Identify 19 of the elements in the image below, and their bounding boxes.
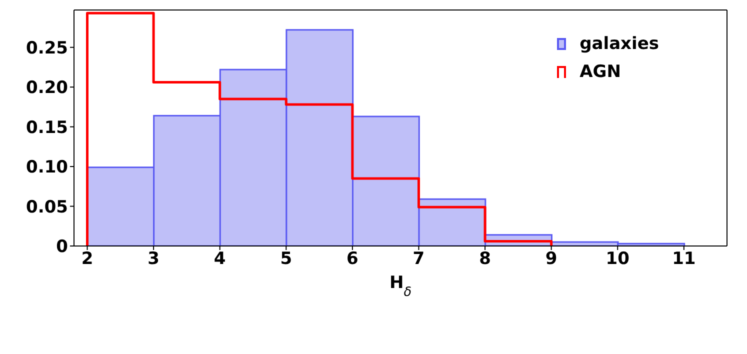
x-tick-label: 9 bbox=[545, 249, 558, 270]
x-tick-label: 11 bbox=[672, 249, 696, 270]
y-tick-label: 0.15 bbox=[26, 118, 68, 138]
x-tick-label: 6 bbox=[346, 249, 358, 270]
legend-label: AGN bbox=[580, 62, 621, 82]
x-tick-label: 10 bbox=[606, 249, 630, 270]
y-tick-label: 0.25 bbox=[26, 38, 68, 58]
legend-label: galaxies bbox=[580, 34, 659, 54]
y-tick-label: 0.20 bbox=[26, 78, 68, 98]
x-tick-label: 7 bbox=[412, 249, 425, 270]
x-tick-label: 5 bbox=[280, 249, 292, 270]
x-tick-label: 2 bbox=[81, 249, 94, 270]
x-tick-label: 3 bbox=[148, 249, 160, 270]
y-tick-label: 0 bbox=[56, 237, 68, 258]
x-tick-label: 4 bbox=[214, 249, 226, 270]
x-tick-label: 8 bbox=[479, 249, 491, 270]
x-axis-title: H$_{δ}$ bbox=[389, 273, 412, 300]
y-tick-label: 0.05 bbox=[26, 197, 68, 218]
y-tick-label: 0.10 bbox=[26, 158, 68, 178]
